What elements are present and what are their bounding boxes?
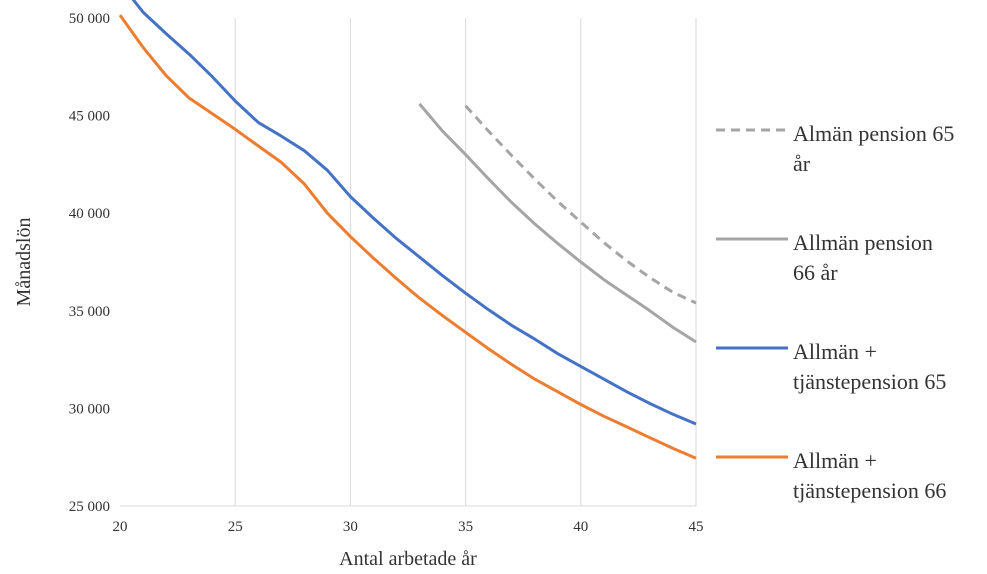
y-tick-label: 25 000 <box>69 499 110 515</box>
y-tick-label: 30 000 <box>69 401 110 417</box>
grid-lines <box>234 18 697 506</box>
series-line <box>464 104 697 305</box>
legend-label: Almän pension 65 <box>793 121 954 146</box>
legend-label: Allmän pension <box>793 230 933 255</box>
x-axis-title: Antal arbetade år <box>339 548 477 570</box>
x-tick-label: 35 <box>458 519 473 535</box>
legend-label: år <box>793 151 811 176</box>
x-tick-label: 30 <box>343 519 358 535</box>
legend: Almän pension 65 år Allmän pension 66 år All… <box>716 121 954 503</box>
legend-label: tjänstepension 66 <box>793 478 946 503</box>
x-tick-label: 45 <box>689 519 704 535</box>
legend-label: tjänstepension 65 <box>793 369 946 394</box>
y-tick-label: 40 000 <box>69 206 110 222</box>
y-axis-ticks: 25 000 30 000 35 000 40 000 45 000 50 000 <box>69 11 110 515</box>
y-axis-title: Månadslön <box>13 218 35 307</box>
y-tick-label: 35 000 <box>69 304 110 320</box>
x-tick-label: 20 <box>113 519 128 535</box>
series-line <box>418 102 697 344</box>
legend-label: 66 år <box>793 260 838 285</box>
y-tick-label: 45 000 <box>69 109 110 125</box>
x-tick-label: 25 <box>228 519 243 535</box>
series-line <box>118 14 697 460</box>
legend-label: Allmän + <box>793 448 877 473</box>
x-tick-label: 40 <box>573 519 588 535</box>
y-tick-label: 50 000 <box>69 11 110 27</box>
x-axis-ticks: 20 25 30 35 40 45 <box>113 519 704 535</box>
series-line <box>131 0 697 426</box>
series-lines <box>118 0 697 460</box>
legend-label: Allmän + <box>793 339 877 364</box>
